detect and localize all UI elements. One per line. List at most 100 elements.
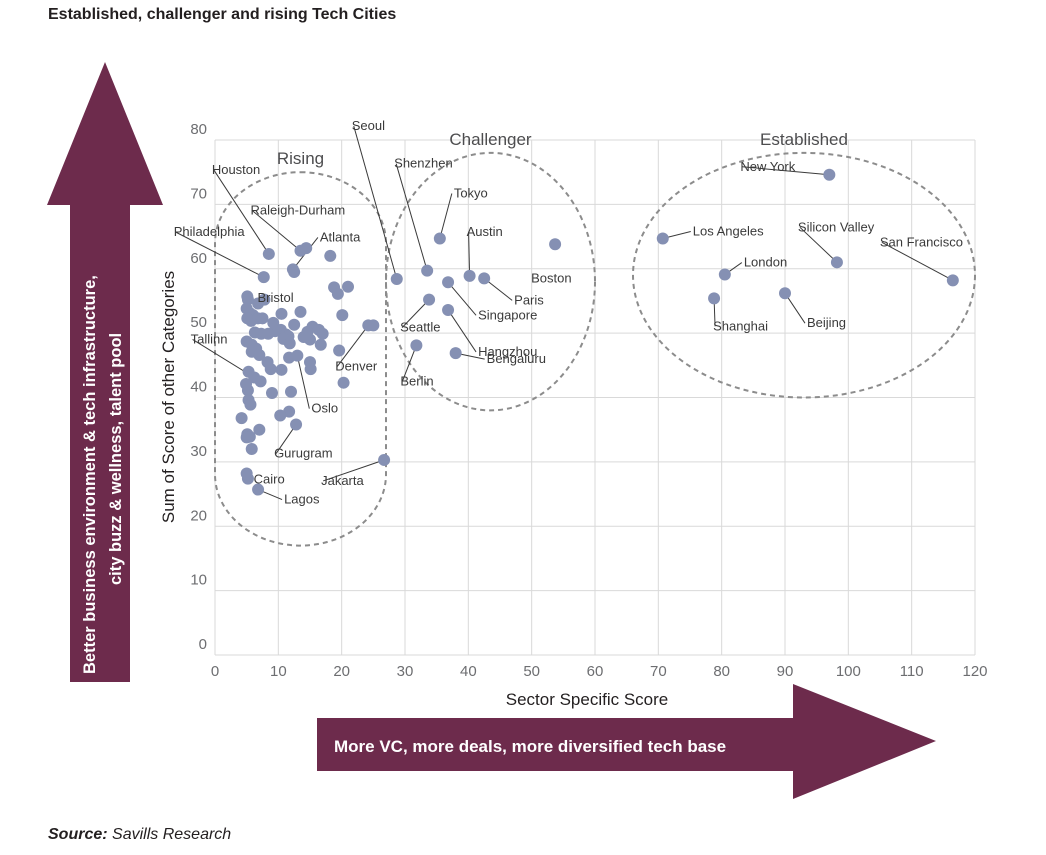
data-point-silicon-valley [830, 256, 843, 269]
data-point-tokyo [433, 232, 446, 245]
data-point [333, 344, 346, 357]
data-point [275, 363, 288, 376]
point-label-beijing: Beijing [807, 315, 846, 330]
leader-line-austin [468, 231, 471, 276]
data-point-beijing [779, 287, 791, 300]
data-point [304, 363, 317, 376]
leader-line-new-york [742, 166, 830, 176]
leader-line-houston [213, 169, 270, 255]
data-point-philadelphia [257, 271, 270, 284]
y-tick-label: 20 [190, 507, 207, 524]
data-point [240, 431, 253, 444]
x-tick-label: 50 [523, 663, 540, 680]
data-point-denver [362, 319, 375, 332]
data-point-lagos [252, 483, 265, 496]
data-point-bristol [275, 307, 288, 320]
leader-line-raleigh-durham [252, 210, 301, 252]
data-point [314, 338, 327, 351]
data-point [294, 305, 307, 318]
data-point-houston [262, 247, 275, 260]
leader-line-san-francisco [881, 241, 954, 281]
x-tick-label: 100 [836, 663, 861, 680]
x-tick-label: 90 [777, 663, 794, 680]
data-point [264, 363, 277, 376]
point-label-jakarta: Jakarta [321, 473, 364, 488]
leader-line-berlin [401, 345, 417, 382]
group-boundary-challenger [385, 151, 596, 412]
vertical-arrow-label-line2: city buzz & wellness, talent pool [107, 333, 125, 585]
vertical-arrow-label-line1: Better business environment & tech infra… [81, 275, 99, 674]
data-point [285, 385, 297, 398]
point-label-lagos: Lagos [284, 492, 320, 507]
horizontal-arrow: More VC, more deals, more diversified te… [317, 684, 936, 799]
y-tick-label: 40 [190, 379, 207, 396]
y-tick-label: 60 [190, 250, 207, 267]
data-point [235, 412, 248, 425]
data-point [342, 280, 354, 293]
y-tick-label: 0 [199, 636, 207, 653]
data-point [336, 309, 349, 322]
group-title-rising: Rising [277, 149, 324, 168]
data-point-shenzhen [421, 264, 434, 277]
y-tick-label: 80 [190, 121, 207, 138]
source-text: Savills Research [112, 826, 232, 843]
data-point-oslo [291, 349, 304, 362]
data-point-singapore [442, 276, 455, 289]
data-point [337, 376, 350, 389]
point-label-hangzhou: Hangzhou [478, 344, 537, 359]
data-point [252, 297, 265, 310]
point-label-new-york: New York [740, 159, 795, 174]
source-label: Source: [48, 826, 108, 843]
group-boundary-established [632, 151, 976, 399]
axes: 0 10 20 30 40 50 60 70 80 90 100 110 120 0 10 20 30 40 50 6… [190, 121, 987, 680]
leader-line-shenzhen [395, 163, 428, 271]
data-point-seoul [390, 273, 403, 286]
data-point-raleigh-durham [294, 244, 307, 257]
data-point [241, 293, 254, 306]
data-point [316, 327, 329, 340]
point-label-cairo: Cairo [254, 471, 285, 486]
leader-line-tokyo [439, 193, 453, 239]
data-point [253, 423, 266, 436]
point-label-seoul: Seoul [352, 118, 385, 133]
grid [214, 139, 976, 656]
point-label-tallinn: Tallinn [191, 331, 228, 346]
horizontal-arrow-label: More VC, more deals, more diversified te… [334, 737, 726, 756]
x-tick-label: 120 [962, 663, 987, 680]
point-label-seattle: Seattle [400, 320, 440, 335]
point-label-denver: Denver [335, 358, 378, 373]
data-point [244, 398, 257, 411]
data-point-gurugram [290, 418, 303, 431]
data-point-san-francisco [946, 274, 959, 287]
y-tick-label: 70 [190, 185, 207, 202]
point-label-houston: Houston [212, 162, 260, 177]
x-tick-label: 40 [460, 663, 477, 680]
data-points [235, 168, 959, 496]
point-label-oslo: Oslo [311, 401, 338, 416]
data-point-atlanta [286, 263, 299, 276]
point-label-atlanta: Atlanta [320, 229, 361, 244]
data-point-seattle [423, 293, 436, 306]
page-title: Established, challenger and rising Tech … [48, 6, 397, 23]
x-tick-label: 10 [270, 663, 287, 680]
point-label-austin: Austin [467, 224, 503, 239]
data-point-austin [463, 269, 476, 282]
leader-line-singapore [447, 281, 477, 316]
point-label-san-francisco: San Francisco [880, 234, 963, 249]
data-point-shanghai [708, 292, 721, 305]
point-label-gurugram: Gurugram [274, 446, 333, 461]
point-label-silicon-valley: Silicon Valley [798, 219, 875, 234]
leader-line-jakarta [322, 459, 385, 482]
data-point [331, 287, 344, 300]
point-label-singapore: Singapore [478, 307, 537, 322]
source-note: Source: Savills Research [48, 826, 231, 844]
leader-line-denver [336, 325, 369, 367]
leader-lines [175, 125, 954, 501]
leader-line-beijing [784, 292, 806, 324]
x-tick-label: 110 [900, 663, 924, 680]
point-label-boston: Boston [531, 270, 571, 285]
x-tick-label: 20 [333, 663, 350, 680]
data-point-london [718, 268, 731, 281]
data-point [245, 443, 258, 455]
x-tick-label: 60 [587, 663, 604, 680]
